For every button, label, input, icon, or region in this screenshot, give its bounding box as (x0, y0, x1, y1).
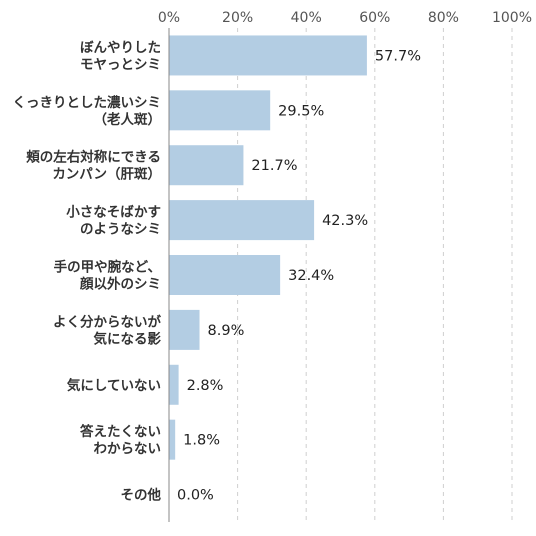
category-label: わからない (94, 441, 162, 457)
value-label: 42.3% (322, 213, 368, 229)
bar (169, 200, 315, 241)
value-label: 2.8% (187, 378, 224, 394)
bar (169, 145, 244, 186)
bar (169, 419, 176, 460)
value-label: 57.7% (375, 48, 421, 64)
category-label: 頬の左右対称にできる (26, 149, 161, 166)
category-label: 気になる影 (94, 330, 162, 347)
category-label: 手の甲や腕など、 (54, 259, 161, 276)
x-tick-label: 60% (359, 10, 390, 26)
bars (169, 35, 367, 460)
category-label: よく分からないが (53, 313, 161, 330)
value-label: 32.4% (288, 268, 334, 284)
x-tick-label: 80% (428, 10, 459, 26)
bar (169, 255, 281, 295)
category-label: 小さなそばかす (66, 205, 161, 221)
value-label: 29.5% (278, 103, 324, 119)
value-label: 8.9% (208, 323, 245, 339)
category-label: モヤっとシミ (80, 57, 161, 73)
bar (169, 309, 200, 350)
bar (169, 364, 179, 405)
category-label: のようなシミ (80, 222, 161, 238)
x-tick-label: 0% (158, 10, 180, 26)
x-tick-label: 20% (222, 10, 253, 26)
value-label: 1.8% (183, 433, 220, 449)
value-label: 0.0% (177, 488, 214, 504)
bar (169, 35, 367, 76)
category-label: 答えたくない (80, 423, 161, 440)
x-tick-label: 40% (291, 10, 322, 26)
category-label: ぼんやりした (80, 40, 161, 56)
category-label: カンパン（肝斑） (52, 166, 161, 183)
category-label: （老人斑） (94, 111, 162, 128)
category-label: くっきりとした濃いシミ (13, 94, 162, 111)
x-axis-ticks: 0% 20% 40% 60% 80% 100% (158, 10, 532, 26)
value-label: 21.7% (251, 158, 297, 174)
x-tick-label: 100% (492, 10, 532, 26)
category-label: その他 (121, 487, 162, 504)
value-labels: 57.7% 29.5% 21.7% 42.3% 32.4% 8.9% 2.8% 1.8% 0.0… (177, 48, 421, 503)
bar (169, 90, 271, 131)
category-label: 気にしていない (67, 377, 161, 394)
category-label: 顔以外のシミ (79, 276, 161, 293)
